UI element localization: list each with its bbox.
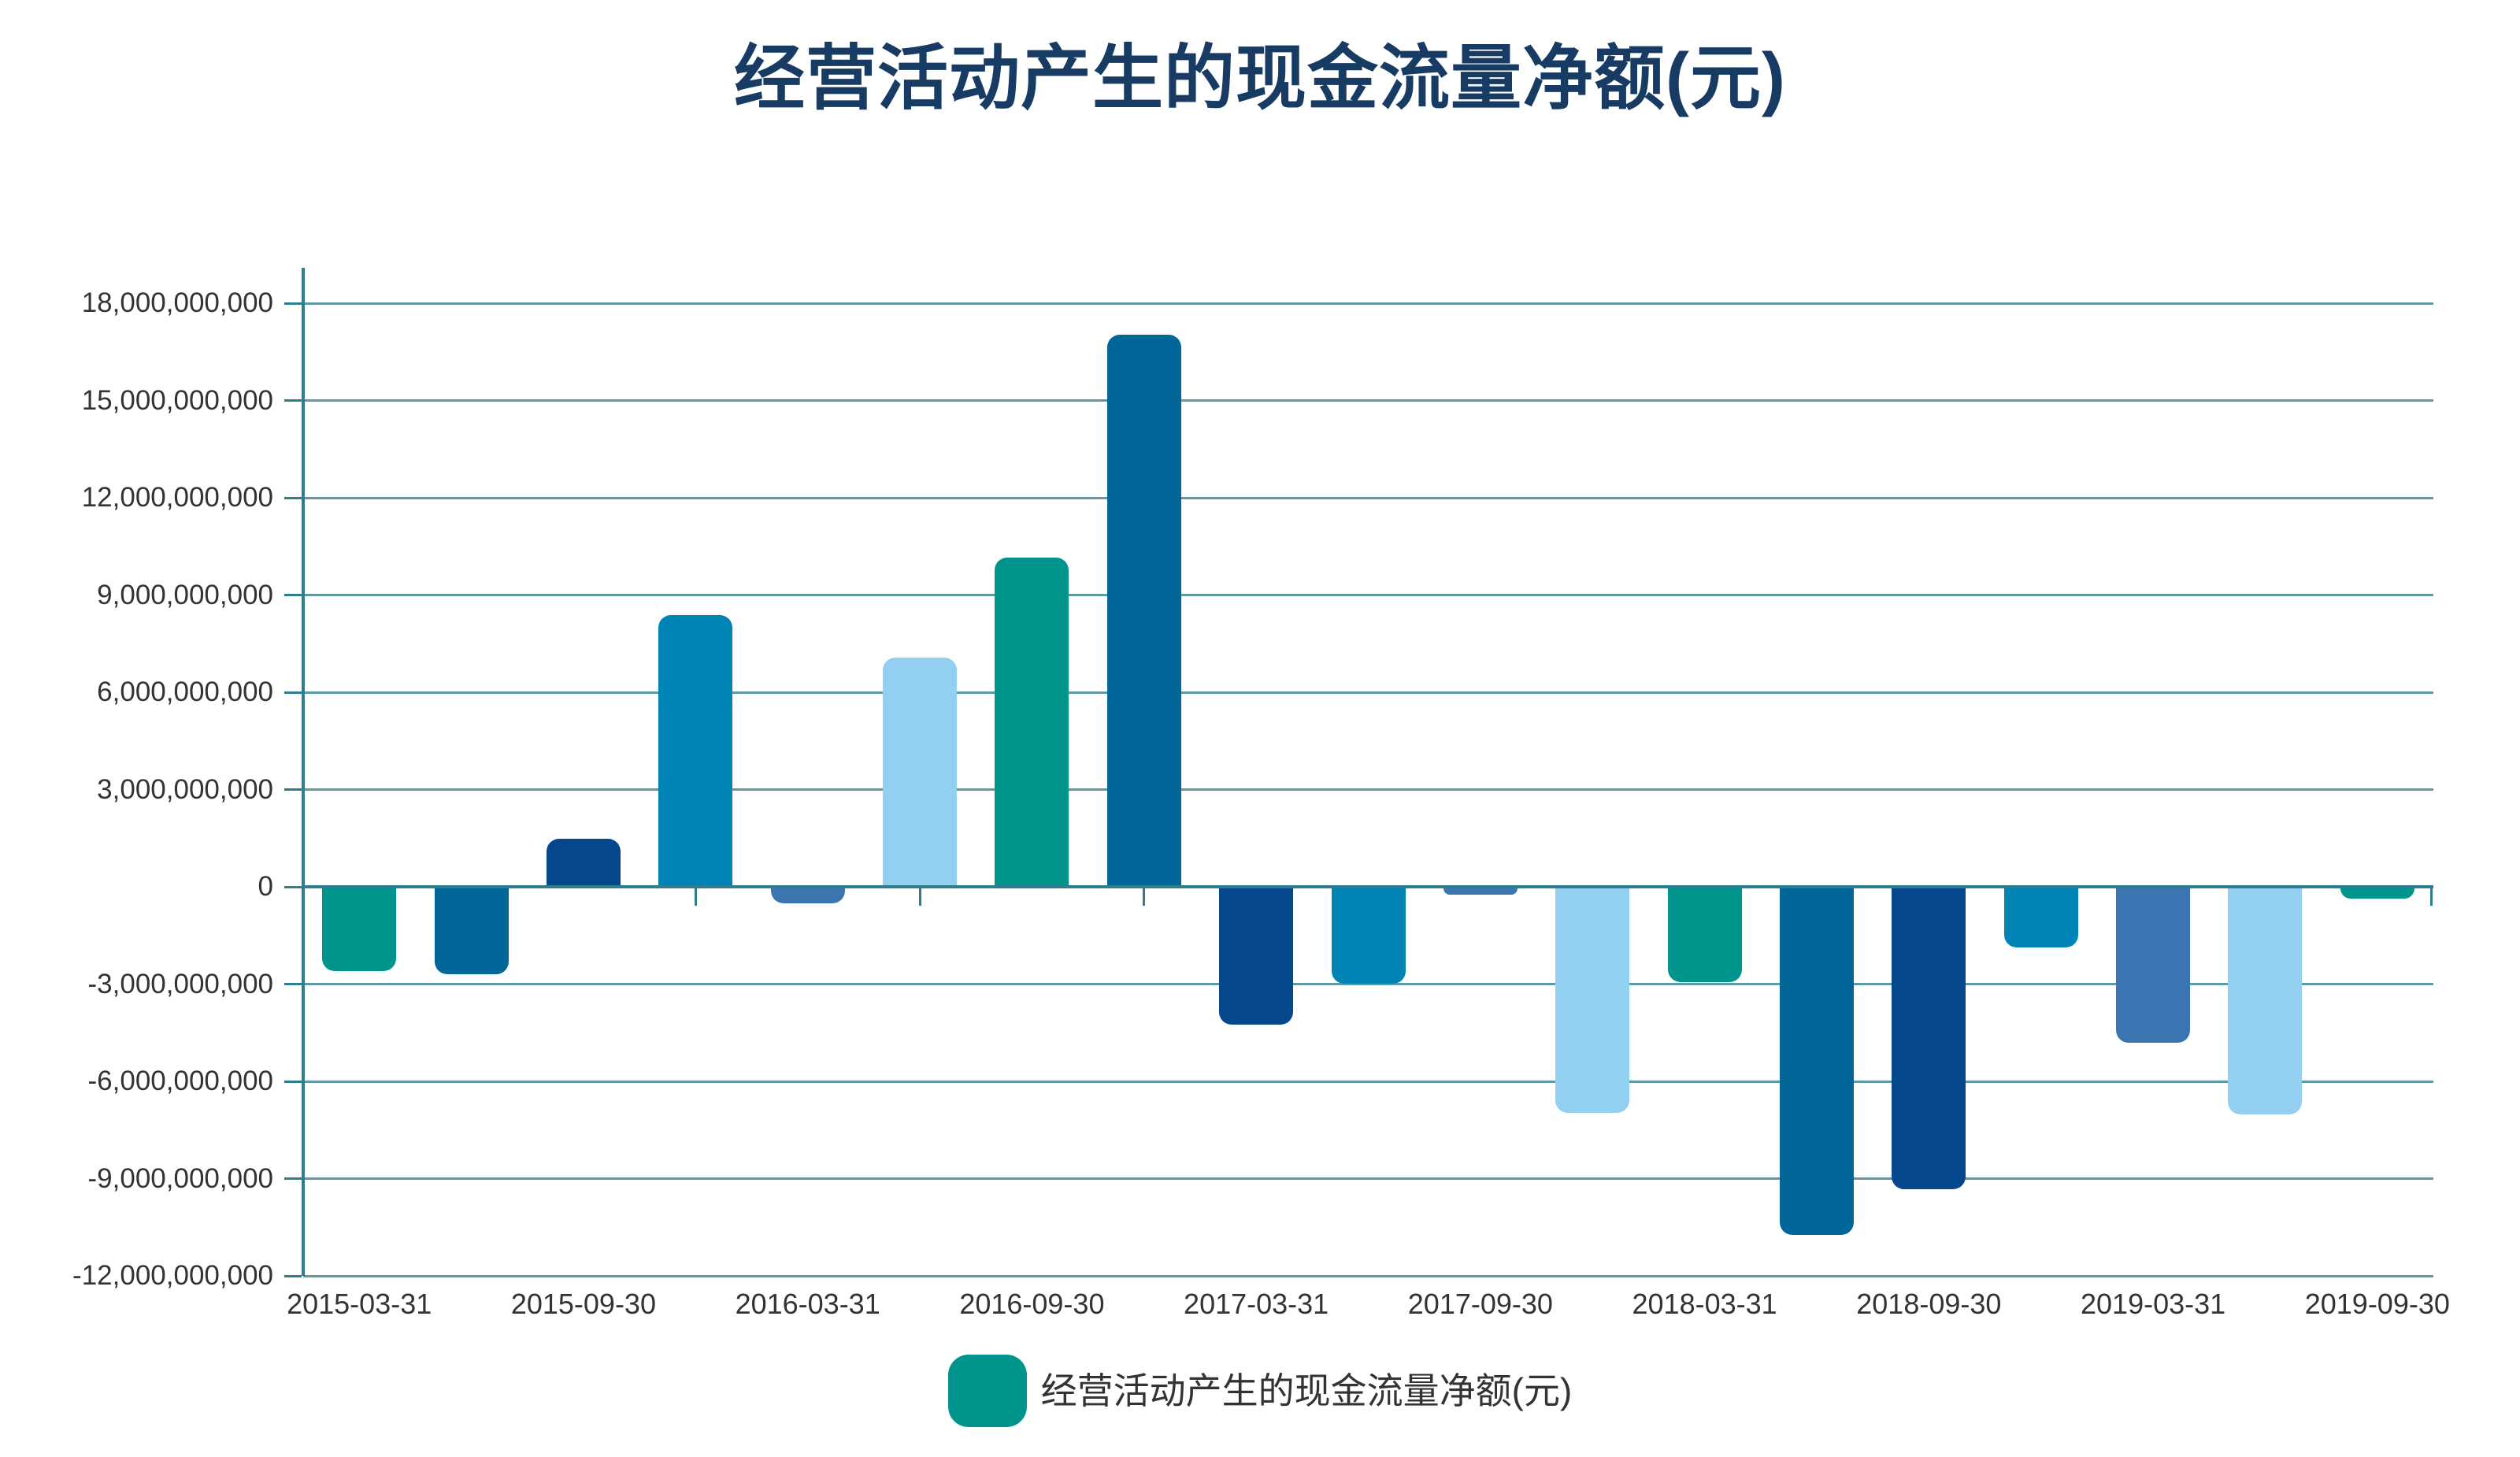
bar-2016-09-30[interactable]	[995, 558, 1069, 887]
bar-2017-12-31[interactable]	[1555, 888, 1630, 1113]
x-axis-tick	[1143, 887, 1146, 906]
bar-2019-06-30[interactable]	[2228, 888, 2303, 1114]
x-axis-tick	[694, 887, 697, 906]
gridline	[303, 1080, 2433, 1083]
y-tick-label: -6,000,000,000	[87, 1066, 273, 1096]
x-axis-zero-line	[303, 885, 2433, 888]
chart-title: 经营活动产生的现金流量净额(元)	[734, 39, 1786, 118]
gridline	[303, 496, 2433, 499]
bar-2015-03-31[interactable]	[322, 888, 397, 971]
legend-item[interactable]: 经营活动产生的现金流量净额(元)	[947, 1355, 1573, 1427]
x-tick-label: 2019-03-31	[2081, 1288, 2226, 1320]
gridline	[303, 594, 2433, 596]
legend-swatch	[947, 1355, 1027, 1427]
bar-2015-09-30[interactable]	[546, 838, 621, 887]
bar-2019-09-30[interactable]	[2340, 888, 2414, 899]
gridline	[303, 399, 2433, 402]
y-tick-label: 3,000,000,000	[97, 773, 273, 805]
y-tick-label: -12,000,000,000	[72, 1260, 273, 1291]
x-tick-label: 2018-09-30	[1856, 1288, 2002, 1320]
y-tick-label: 15,000,000,000	[81, 384, 273, 416]
y-axis-tick	[284, 983, 302, 985]
x-tick-label: 2018-03-31	[1632, 1288, 1777, 1320]
bar-2015-06-30[interactable]	[434, 888, 509, 975]
y-tick-label: 9,000,000,000	[97, 579, 273, 610]
y-tick-label: -3,000,000,000	[87, 968, 273, 999]
bar-2016-06-30[interactable]	[883, 657, 958, 887]
y-tick-label: 18,000,000,000	[81, 287, 273, 318]
legend-label: 经营活动产生的现金流量净额(元)	[1040, 1370, 1573, 1411]
x-tick-label: 2017-03-31	[1184, 1288, 1329, 1320]
bar-2017-06-30[interactable]	[1331, 888, 1406, 984]
x-tick-label: 2017-09-30	[1407, 1288, 1553, 1320]
y-axis-tick	[284, 302, 302, 305]
y-axis-line	[302, 268, 305, 1276]
x-axis-tick	[2429, 887, 2433, 906]
x-axis-tick	[918, 887, 921, 906]
gridline	[303, 983, 2433, 985]
bar-2017-09-30[interactable]	[1443, 888, 1518, 895]
legend: 经营活动产生的现金流量净额(元)	[0, 1351, 2520, 1430]
bar-2018-12-31[interactable]	[2003, 888, 2078, 947]
bar-2015-12-31[interactable]	[658, 615, 733, 887]
y-axis-tick	[284, 594, 302, 596]
y-tick-label: 0	[258, 871, 273, 902]
x-tick-label: 2016-03-31	[735, 1288, 880, 1320]
y-axis-tick	[284, 1080, 302, 1083]
bar-2018-09-30[interactable]	[1892, 888, 1966, 1189]
gridline	[303, 1177, 2433, 1180]
bar-2018-06-30[interactable]	[1779, 888, 1854, 1235]
bar-2016-12-31[interactable]	[1106, 335, 1181, 887]
y-tick-label: 12,000,000,000	[81, 482, 273, 513]
y-axis-tick	[284, 691, 302, 694]
x-tick-label: 2019-09-30	[2304, 1288, 2450, 1320]
y-axis-tick	[284, 1177, 302, 1180]
gridline	[303, 691, 2433, 694]
bar-2019-03-31[interactable]	[2116, 888, 2191, 1044]
y-axis-tick	[284, 788, 302, 791]
y-axis-tick	[284, 496, 302, 499]
x-tick-label: 2015-03-31	[287, 1288, 432, 1320]
y-axis-tick	[284, 885, 302, 888]
plot-area	[303, 302, 2433, 1277]
gridline	[303, 788, 2433, 791]
bar-2016-03-31[interactable]	[770, 888, 845, 903]
bar-2017-03-31[interactable]	[1219, 888, 1294, 1025]
x-tick-label: 2015-09-30	[510, 1288, 656, 1320]
y-axis-tick	[284, 399, 302, 402]
bar-2018-03-31[interactable]	[1667, 888, 1742, 982]
y-tick-label: -9,000,000,000	[87, 1162, 273, 1194]
y-tick-label: 6,000,000,000	[97, 677, 273, 707]
gridline	[303, 302, 2433, 305]
y-axis-tick	[284, 1274, 302, 1277]
x-tick-label: 2016-09-30	[959, 1288, 1105, 1320]
gridline	[303, 1274, 2433, 1277]
